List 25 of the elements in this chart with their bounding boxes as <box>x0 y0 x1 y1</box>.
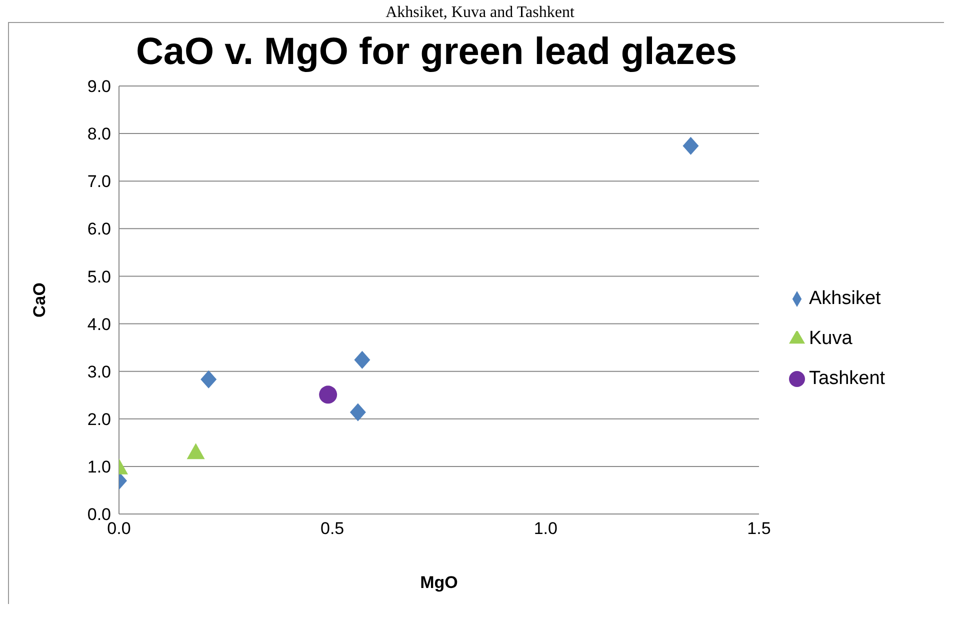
y-tick-label: 8.0 <box>87 124 111 144</box>
y-tick-label: 4.0 <box>87 314 111 334</box>
x-axis-title: MgO <box>420 573 458 592</box>
y-tick-label: 5.0 <box>87 267 111 286</box>
point <box>319 386 338 404</box>
x-tick-label: 0.0 <box>107 519 131 538</box>
x-tick-label: 0.5 <box>320 519 344 538</box>
y-axis-title: CaO <box>30 282 50 318</box>
y-tick-label: 1.0 <box>87 457 111 476</box>
y-tick-label: 6.0 <box>87 220 111 239</box>
legend-label: Kuva <box>809 328 852 349</box>
chart-title: CaO v. MgO for green lead glazes <box>134 30 738 74</box>
point <box>682 136 699 155</box>
point <box>350 403 366 422</box>
x-tick-label: 1.5 <box>747 519 771 538</box>
x-tick-label: 1.0 <box>534 519 558 538</box>
legend-label: Akhsiket <box>809 288 881 309</box>
y-tick-label: 7.0 <box>87 172 111 192</box>
y-tick-label: 9.0 <box>87 77 111 96</box>
point <box>200 370 217 388</box>
legend-label: Tashkent <box>809 368 886 389</box>
y-tick-label: 2.0 <box>87 410 111 429</box>
point <box>354 350 370 369</box>
y-tick-label: 3.0 <box>87 362 111 382</box>
text: Akhsiket, Kuva and Tashkent <box>384 4 576 22</box>
